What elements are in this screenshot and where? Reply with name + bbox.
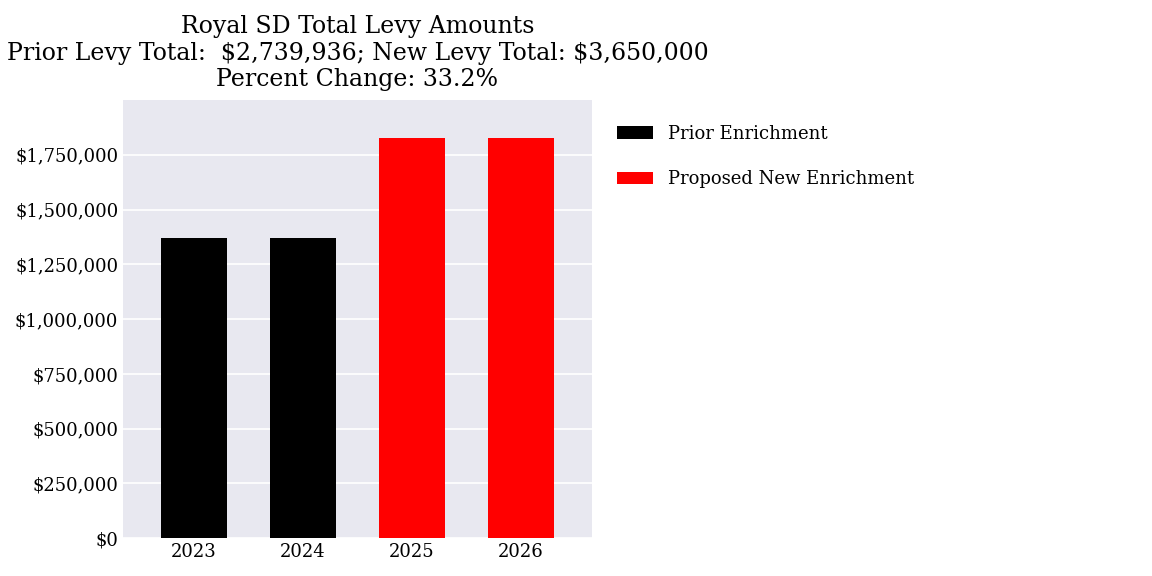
Bar — [379, 138, 445, 538]
Bar — [488, 138, 553, 538]
Legend: Prior Enrichment, Proposed New Enrichment: Prior Enrichment, Proposed New Enrichmen… — [611, 118, 922, 195]
Bar — [271, 238, 335, 538]
Title: Royal SD Total Levy Amounts
Prior Levy Total:  \$2,739,936; New Levy Total: \$3,: Royal SD Total Levy Amounts Prior Levy T… — [7, 15, 708, 91]
Bar — [161, 238, 227, 538]
